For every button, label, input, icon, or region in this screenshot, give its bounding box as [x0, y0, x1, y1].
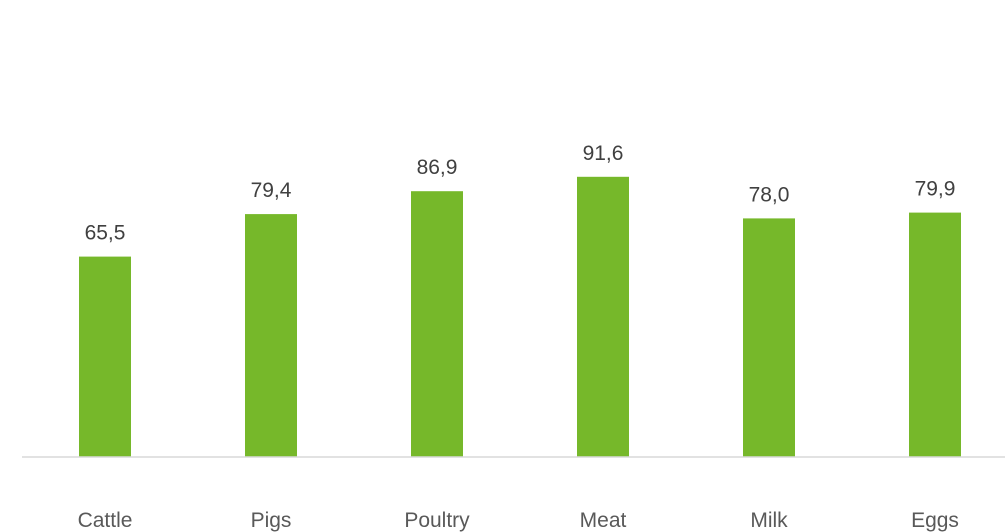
bar-eggs	[909, 212, 961, 457]
category-label-poultry: Poultry	[404, 509, 470, 532]
category-labels-layer: Cattle Pigs Poultry Meat Milk Eggs	[78, 509, 959, 532]
bar-cattle	[79, 256, 131, 457]
bar-milk	[743, 218, 795, 457]
bar-poultry	[411, 191, 463, 457]
bar-pigs	[245, 214, 297, 457]
category-label-milk: Milk	[750, 509, 788, 532]
category-label-cattle: Cattle	[78, 509, 133, 532]
value-label-meat: 91,6	[583, 142, 624, 165]
bars-layer	[79, 176, 961, 458]
value-label-poultry: 86,9	[417, 156, 458, 179]
value-label-cattle: 65,5	[85, 222, 126, 245]
value-label-pigs: 79,4	[251, 179, 292, 202]
value-labels-layer: 65,5 79,4 86,9 91,6 78,0 79,9	[85, 142, 956, 245]
category-label-meat: Meat	[580, 509, 627, 532]
bar-meat	[577, 176, 629, 458]
category-label-pigs: Pigs	[251, 509, 292, 532]
value-label-eggs: 79,9	[915, 178, 956, 201]
value-label-milk: 78,0	[749, 183, 790, 206]
category-label-eggs: Eggs	[911, 509, 959, 532]
